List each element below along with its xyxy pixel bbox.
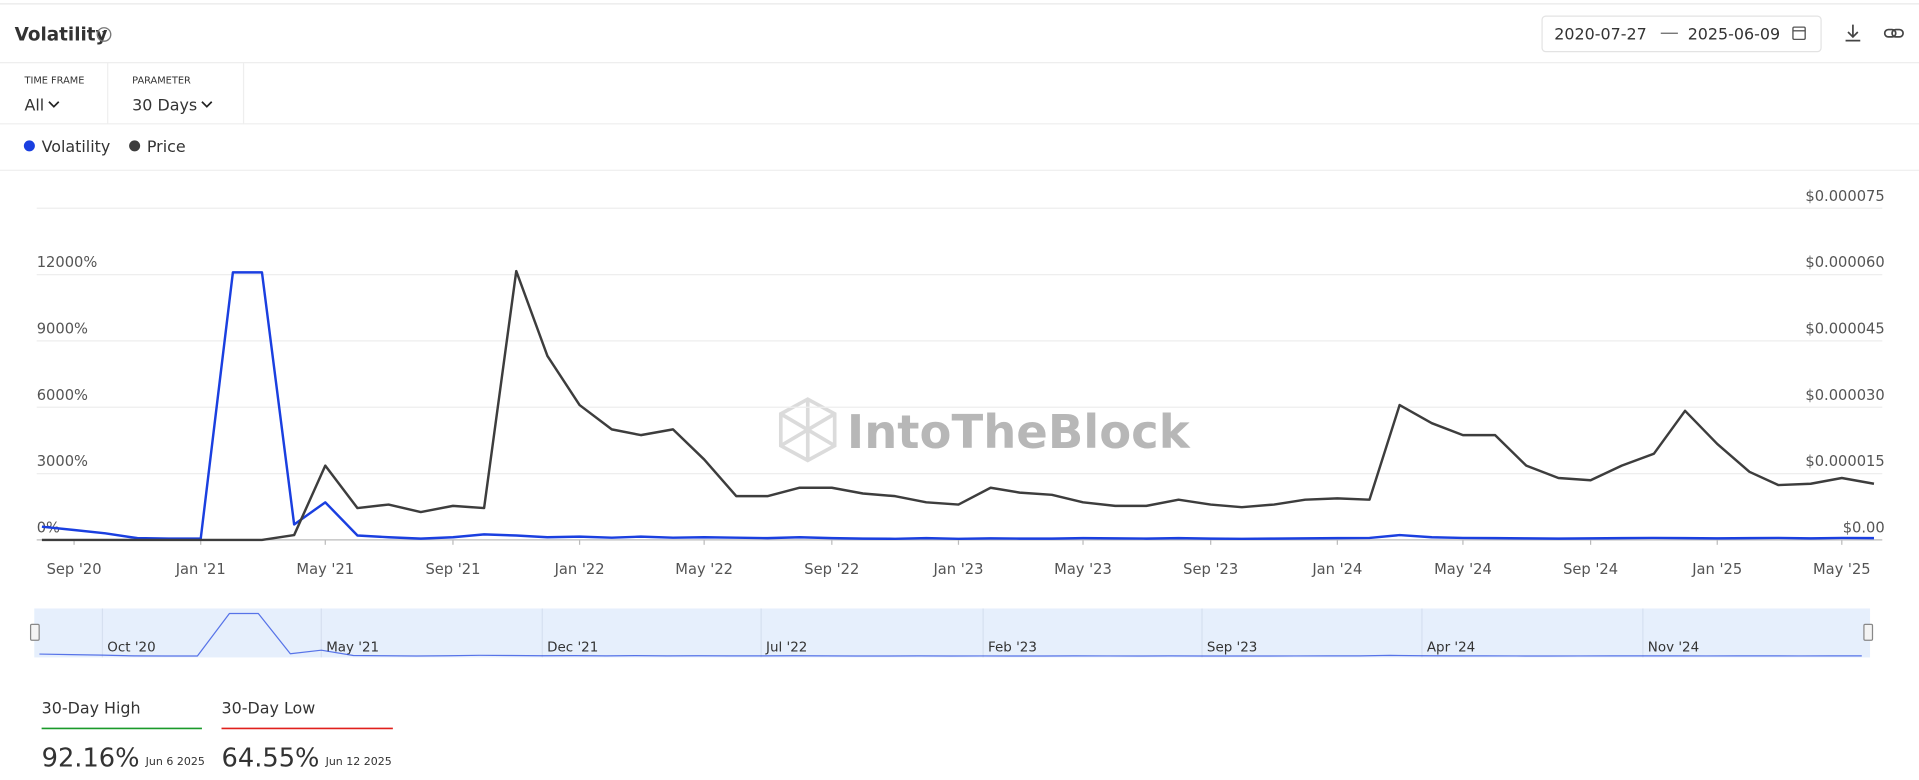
x-tick-label: May '23 xyxy=(1054,561,1112,578)
nav-tick-label: Feb '23 xyxy=(988,640,1037,655)
nav-tick-label: Sep '23 xyxy=(1207,640,1257,655)
x-tick-label: Jan '25 xyxy=(1691,561,1742,578)
nav-tick-label: Dec '21 xyxy=(547,640,598,655)
y-tick-label: 9000% xyxy=(37,321,88,338)
help-icon[interactable]: ? xyxy=(96,27,112,42)
legend-label[interactable]: Price xyxy=(147,137,186,156)
y-tick-label: 3000% xyxy=(37,453,88,470)
stat-label: 30-Day High xyxy=(42,699,141,718)
legend-marker xyxy=(23,140,35,152)
x-tick-label: May '22 xyxy=(675,561,733,578)
y2-tick-label: $0.000030 xyxy=(1805,387,1884,404)
y2-tick-label: $0.00 xyxy=(1843,520,1885,537)
x-tick-label: Jan '22 xyxy=(554,561,605,578)
watermark-text: IntoTheBlock xyxy=(847,405,1191,459)
stat-value: 64.55% xyxy=(222,743,320,773)
legend-label[interactable]: Volatility xyxy=(42,137,111,156)
link-icon[interactable] xyxy=(1883,28,1904,38)
date-start[interactable]: 2020-07-27 xyxy=(1554,24,1646,43)
watermark: IntoTheBlock xyxy=(778,397,1191,463)
chevron[interactable] xyxy=(48,101,60,108)
y2-tick-label: $0.000045 xyxy=(1805,321,1884,338)
filter-value[interactable]: All xyxy=(24,95,44,114)
x-tick-label: Sep '23 xyxy=(1183,561,1238,578)
nav-handle[interactable] xyxy=(1863,623,1874,641)
nav-tick-label: Oct '20 xyxy=(107,640,155,655)
stat-label: 30-Day Low xyxy=(222,699,316,718)
y2-tick-label: $0.000060 xyxy=(1805,254,1884,271)
filter-label: PARAMETER xyxy=(132,75,191,86)
y-tick-label: 6000% xyxy=(37,387,88,404)
x-tick-label: May '25 xyxy=(1813,561,1871,578)
x-tick-label: May '21 xyxy=(296,561,354,578)
stat-date: Jun 12 2025 xyxy=(325,755,392,768)
x-tick-label: Sep '20 xyxy=(47,561,102,578)
x-tick-label: May '24 xyxy=(1434,561,1492,578)
stat-value: 92.16% xyxy=(42,743,140,773)
y2-tick-label: $0.000015 xyxy=(1805,453,1884,470)
legend-marker xyxy=(129,140,141,152)
y2-tick-label: $0.000075 xyxy=(1805,188,1884,205)
x-tick-label: Sep '24 xyxy=(1563,561,1618,578)
nav-line xyxy=(39,612,1862,657)
nav-tick-label: Jul '22 xyxy=(765,640,807,655)
x-tick-label: Jan '24 xyxy=(1311,561,1362,578)
navigator[interactable] xyxy=(34,608,1871,658)
nav-tick-label: Nov '24 xyxy=(1648,640,1699,655)
page-title: Volatility xyxy=(15,25,108,46)
date-end[interactable]: 2025-06-09 xyxy=(1688,24,1780,43)
filter-label: TIME FRAME xyxy=(23,75,84,86)
download-icon[interactable] xyxy=(1845,24,1861,42)
date-range[interactable] xyxy=(1541,15,1822,53)
x-tick-label: Jan '21 xyxy=(175,561,226,578)
line-series xyxy=(41,269,1875,542)
svg-text:?: ? xyxy=(101,30,106,41)
x-tick-label: Sep '21 xyxy=(425,561,480,578)
calendar-icon[interactable] xyxy=(1792,26,1806,41)
x-tick-label: Jan '23 xyxy=(932,561,983,578)
nav-handle[interactable] xyxy=(29,623,40,641)
stat-date: Jun 6 2025 xyxy=(145,755,205,768)
nav-tick-label: Apr '24 xyxy=(1427,640,1475,655)
x-tick-label: Sep '22 xyxy=(804,561,859,578)
line-series xyxy=(41,271,1874,541)
y-tick-label: 12000% xyxy=(37,254,98,271)
nav-tick-label: May '21 xyxy=(326,640,379,655)
filter-value[interactable]: 30 Days xyxy=(132,95,197,114)
chevron[interactable] xyxy=(201,101,213,108)
